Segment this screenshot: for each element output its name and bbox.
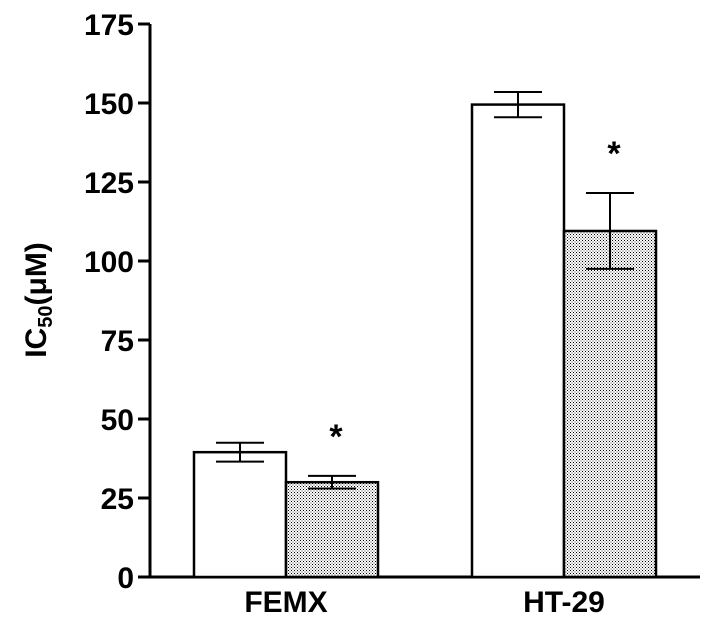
significance-star: *: [607, 135, 621, 173]
x-tick-label: FEMX: [244, 586, 327, 617]
y-tick-label: 175: [84, 9, 134, 42]
axes: 0 25 50 75 100 125 150 175: [84, 9, 700, 595]
bar: [470, 103, 566, 579]
y-axis-label: IC50(μM): [20, 242, 57, 358]
labels: IC50(μM) FEMX HT-29**: [20, 135, 621, 617]
y-tick-label: 150: [84, 88, 134, 121]
bar: [192, 450, 288, 579]
y-axis-label-unit: (μM): [20, 242, 53, 305]
significance-star: *: [329, 418, 343, 456]
y-tick-label: 0: [117, 562, 134, 595]
y-tick-label: 75: [101, 325, 134, 358]
y-axis-label-main: IC: [20, 328, 53, 358]
y-tick-label: 100: [84, 246, 134, 279]
y-axis-label-sub: 50: [35, 306, 57, 328]
y-tick-label: 25: [101, 483, 134, 516]
bar: [562, 229, 658, 579]
y-tick-label: 125: [84, 167, 134, 200]
bars: [192, 90, 658, 579]
y-tick-label: 50: [101, 404, 134, 437]
x-tick-label: HT-29: [523, 586, 605, 617]
bar: [284, 480, 380, 579]
